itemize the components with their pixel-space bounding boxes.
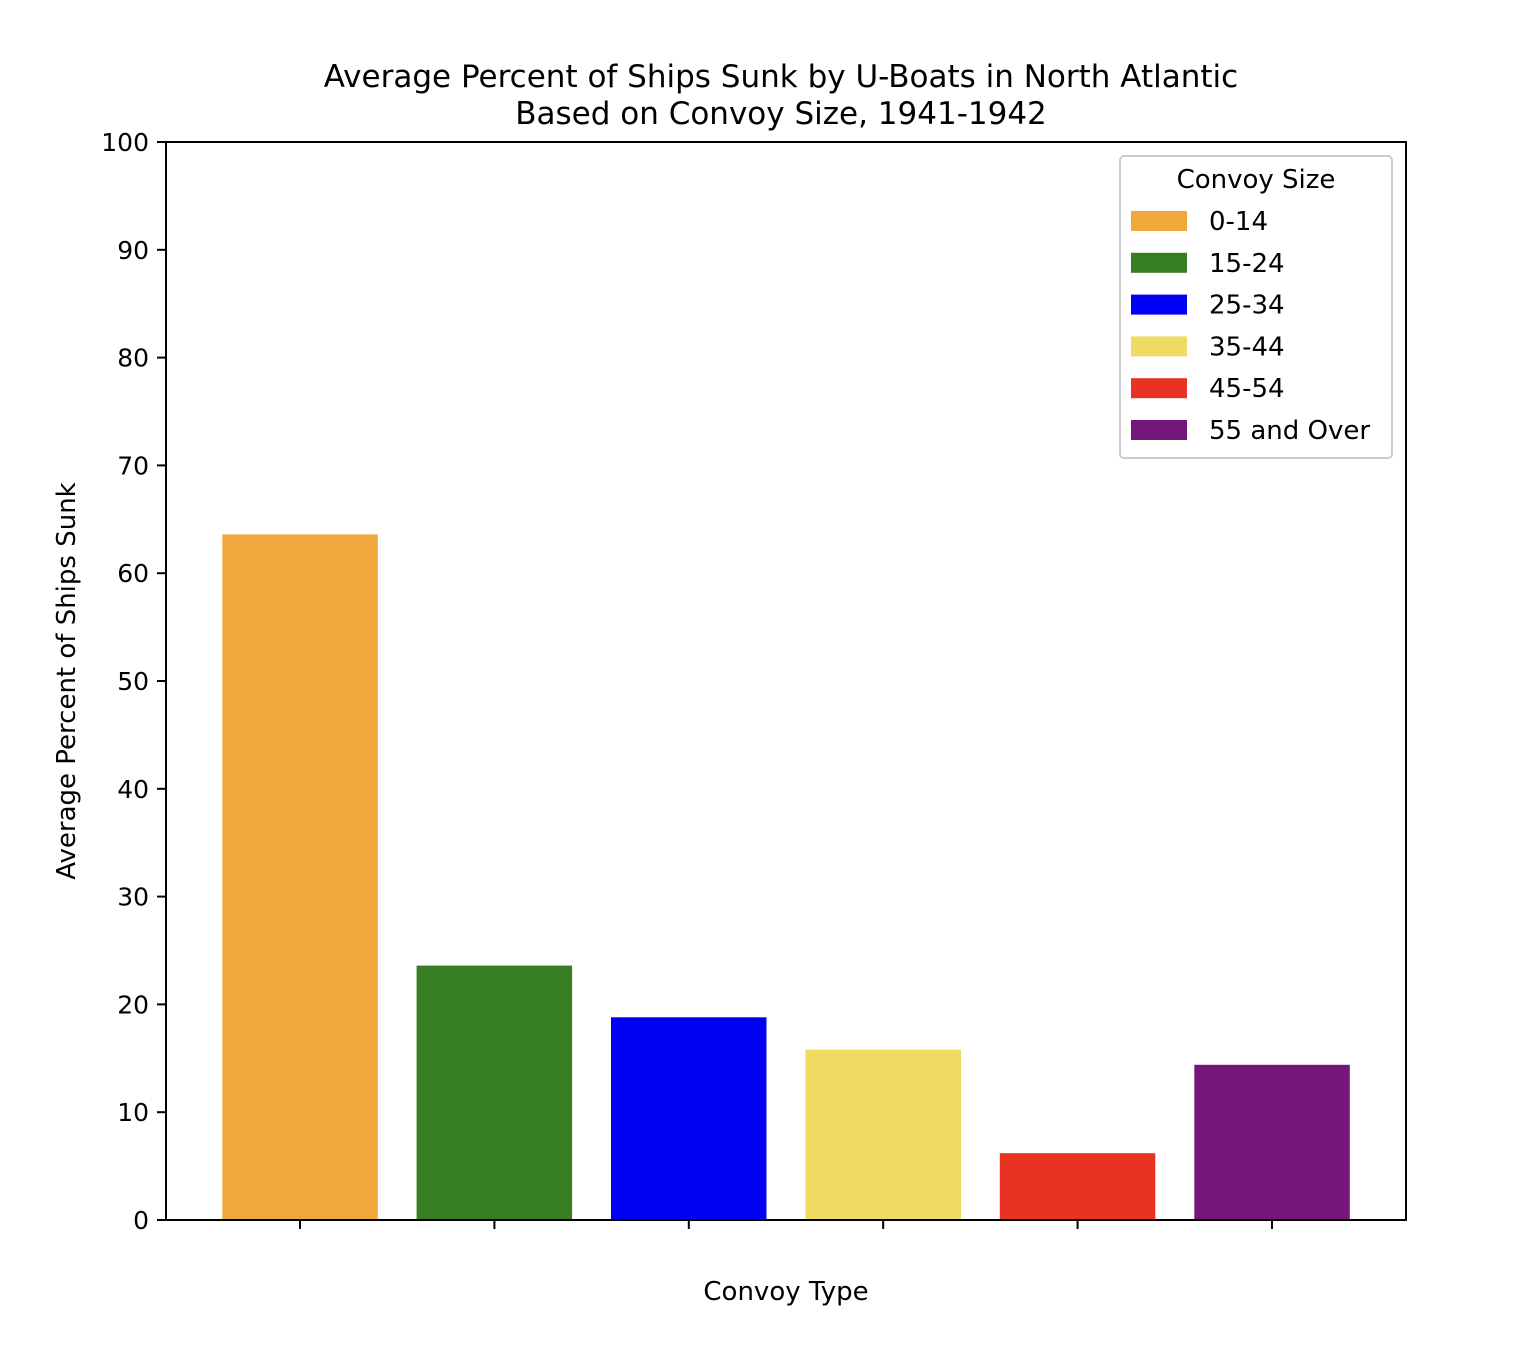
y-tick-label: 80 [117,344,149,373]
y-tick-label: 70 [117,451,149,480]
bar-25-34 [611,1017,767,1220]
y-axis-label: Average Percent of Ships Sunk [52,482,82,880]
legend-label: 25-34 [1209,291,1285,321]
legend: Convoy Size 0-14 15-24 25-34 35-44 45-54 55 a… [1119,155,1393,459]
legend-swatch [1131,378,1187,399]
legend-frame [1119,155,1393,459]
x-axis-label: Convoy Type [703,1277,868,1307]
y-tick-label: 10 [117,1098,149,1127]
bar-15-24 [416,965,573,1220]
chart-title-line-1: Average Percent of Ships Sunk by U-Boats… [324,59,1238,95]
legend-label: 15-24 [1209,249,1285,279]
legend-swatch [1131,336,1187,357]
bars [222,534,1350,1220]
legend-label: 45-54 [1209,374,1285,404]
y-tick-label: 30 [117,883,149,912]
legend-label: 0-14 [1209,207,1268,237]
bar-55-and-over [1194,1064,1350,1220]
legend-entries: 0-14 15-24 25-34 35-44 45-54 55 and Over [1131,207,1370,446]
chart-title: Average Percent of Ships Sunk by U-Boats… [324,59,1238,132]
y-tick-label: 0 [133,1206,149,1235]
bar-45-54 [999,1153,1156,1220]
legend-swatch [1131,252,1187,273]
legend-swatch [1131,294,1187,315]
legend-label: 35-44 [1209,332,1285,362]
chart-title-line-2: Based on Convoy Size, 1941-1942 [515,96,1047,132]
legend-swatch [1131,420,1187,440]
bar-35-44 [805,1049,961,1220]
y-tick-label: 60 [117,559,149,588]
x-axis-ticks [299,1220,1273,1229]
legend-title: Convoy Size [1177,165,1336,195]
y-tick-label: 100 [101,128,149,157]
legend-label: 55 and Over [1209,416,1370,446]
y-tick-label: 90 [117,236,149,265]
y-tick-label: 50 [117,667,149,696]
y-tick-label: 40 [117,775,149,804]
y-axis-ticks: 0 10 20 30 40 50 60 70 80 90 100 [101,128,166,1235]
y-tick-label: 20 [117,990,149,1019]
plot-area-frame [165,141,1407,1221]
bar-0-14 [222,534,378,1220]
legend-swatch [1131,211,1187,231]
